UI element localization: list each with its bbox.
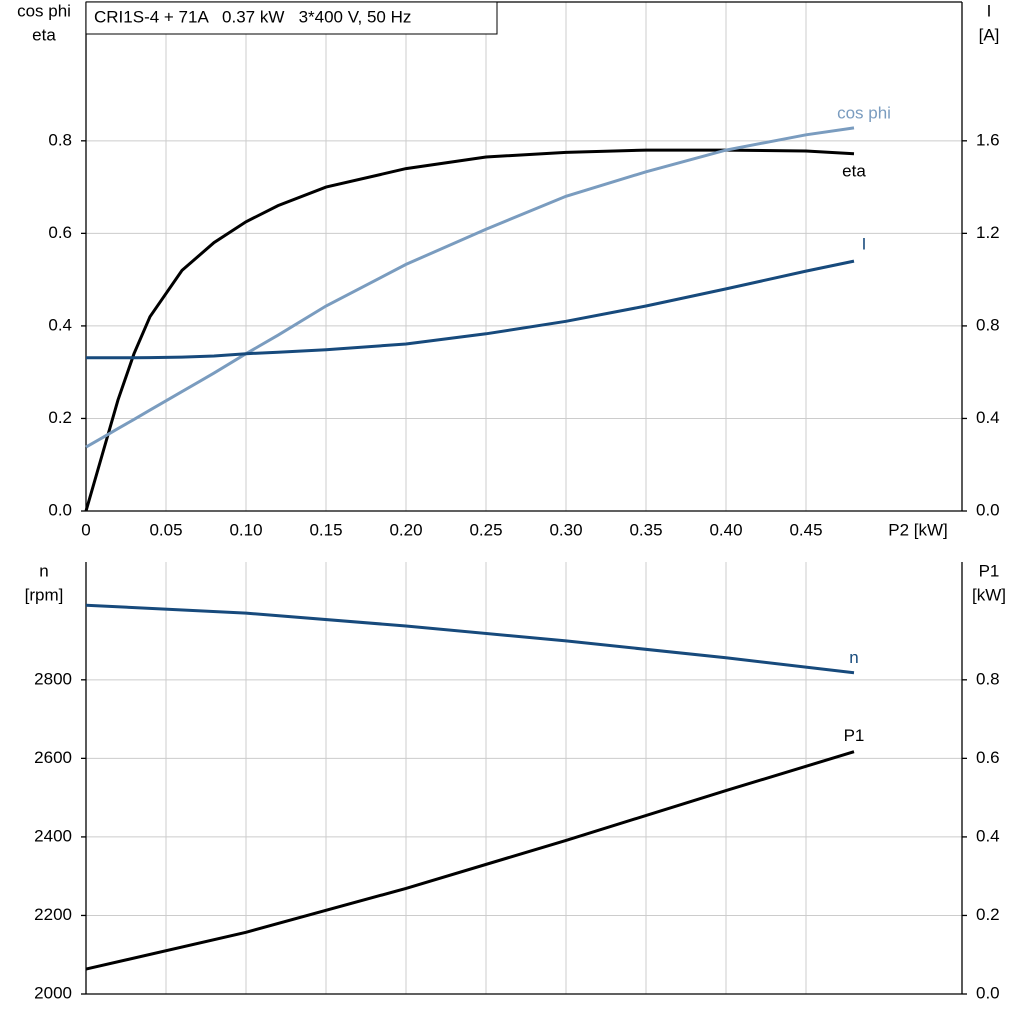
series-line [85,603,855,675]
y-tick-label: 0.4 [48,315,72,334]
y-tick-label: 2400 [34,826,72,845]
y-tick-label: 0.0 [48,500,72,519]
series-label: cos phi [837,103,891,122]
title-box [85,1,498,35]
chart-title: CRI1S-4 + 71A 0.37 kW 3*400 V, 50 Hz [94,7,411,26]
series-label: eta [842,161,866,180]
series-label: n [849,648,858,667]
x-tick-label: 0.05 [149,520,182,539]
y2-tick-label: 0.4 [976,408,1000,427]
x-axis-label: P2 [kW] [888,520,948,539]
y-tick-label: 0.8 [48,130,72,149]
x-tick-label: 0.35 [629,520,662,539]
x-tick-label: 0.45 [789,520,822,539]
y2-tick-label: 0.8 [976,669,1000,688]
y2-tick-label: 1.6 [976,130,1000,149]
series-label: P1 [844,726,865,745]
x-tick-label: 0 [81,520,90,539]
y-axis-label: [rpm] [25,585,64,604]
x-tick-label: 0.20 [389,520,422,539]
y-axis-label: cos phi [17,1,71,20]
series-label: I [862,235,867,254]
series-line [86,259,855,360]
y2-tick-label: 0.6 [976,748,1000,767]
series-line [85,750,855,971]
x-tick-label: 0.30 [549,520,582,539]
x-tick-label: 0.15 [309,520,342,539]
y-axis-label: n [39,561,48,580]
x-tick-label: 0.25 [469,520,502,539]
y2-tick-label: 0.2 [976,905,1000,924]
y-tick-label: 0.6 [48,223,72,242]
y-tick-label: 0.2 [48,408,72,427]
y-axis-label: eta [32,25,56,44]
y-tick-label: 2600 [34,748,72,767]
y2-tick-label: 0.0 [976,500,1000,519]
y2-axis-label: [A] [979,25,1000,44]
y2-tick-label: 0.4 [976,826,1000,845]
x-tick-label: 0.40 [709,520,742,539]
y2-axis-label: P1 [979,561,1000,580]
series-line [84,148,855,512]
y-tick-label: 2000 [34,983,72,1002]
x-tick-label: 0.10 [229,520,262,539]
y2-tick-label: 1.2 [976,223,1000,242]
series-line [85,126,855,449]
y-tick-label: 2200 [34,905,72,924]
y2-tick-label: 0.8 [976,315,1000,334]
y2-tick-label: 0.0 [976,983,1000,1002]
y2-axis-label: I [987,1,992,20]
y2-axis-label: [kW] [972,585,1006,604]
y-tick-label: 2800 [34,669,72,688]
